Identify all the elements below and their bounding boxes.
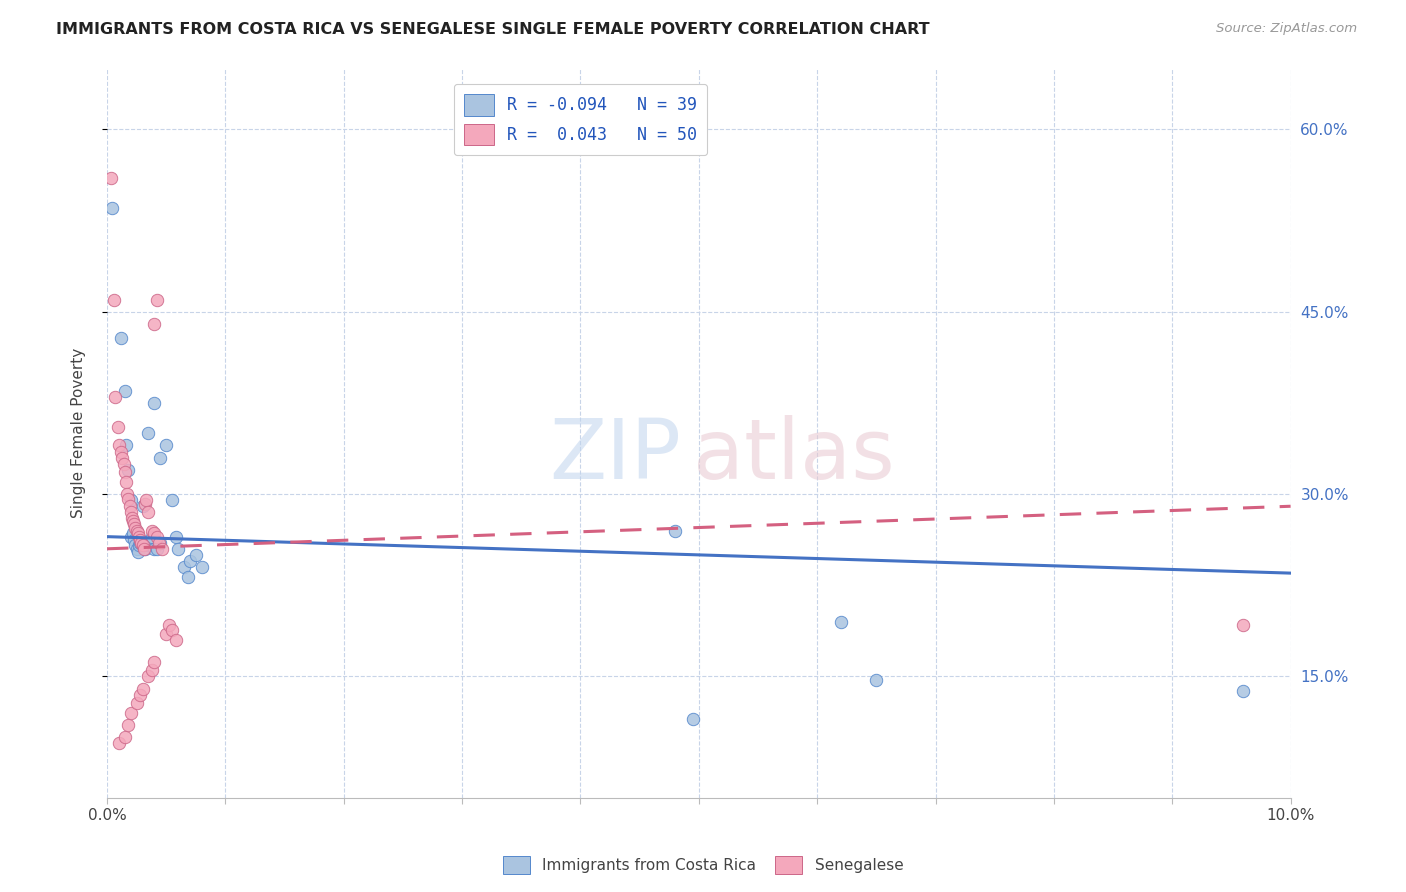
- Point: [117, 718, 139, 732]
- Point: [112, 457, 135, 471]
- Point: [108, 736, 131, 750]
- Point: [143, 541, 166, 556]
- Point: [124, 517, 146, 532]
- Point: [129, 535, 152, 549]
- Point: [143, 526, 166, 541]
- Point: [131, 500, 153, 514]
- Point: [165, 530, 187, 544]
- Point: [114, 731, 136, 745]
- Point: [160, 624, 183, 638]
- Point: [115, 438, 138, 452]
- Point: [146, 541, 169, 556]
- Point: [160, 493, 183, 508]
- Point: [127, 526, 149, 541]
- Point: [149, 450, 172, 465]
- Point: [157, 618, 180, 632]
- Point: [148, 535, 170, 549]
- Point: [129, 688, 152, 702]
- Point: [118, 500, 141, 514]
- Point: [125, 696, 148, 710]
- Point: [682, 712, 704, 726]
- Point: [128, 530, 150, 544]
- Point: [107, 420, 129, 434]
- Point: [865, 673, 887, 687]
- Point: [121, 511, 143, 525]
- Point: [131, 538, 153, 552]
- Text: atlas: atlas: [693, 415, 894, 496]
- Point: [167, 541, 190, 556]
- Point: [146, 293, 169, 307]
- Point: [120, 706, 142, 720]
- Point: [131, 538, 153, 552]
- Point: [103, 293, 125, 307]
- Point: [117, 491, 139, 506]
- Point: [138, 669, 160, 683]
- Text: Source: ZipAtlas.com: Source: ZipAtlas.com: [1216, 22, 1357, 36]
- Point: [190, 560, 212, 574]
- Point: [184, 548, 207, 562]
- Point: [143, 317, 166, 331]
- Point: [143, 655, 166, 669]
- Point: [134, 497, 156, 511]
- Point: [128, 538, 150, 552]
- Legend: R = -0.094   N = 39, R =  0.043   N = 50: R = -0.094 N = 39, R = 0.043 N = 50: [454, 84, 707, 155]
- Point: [101, 202, 124, 216]
- Point: [114, 465, 136, 479]
- Point: [100, 170, 122, 185]
- Point: [146, 530, 169, 544]
- Point: [117, 463, 139, 477]
- Point: [173, 560, 195, 574]
- Point: [122, 514, 145, 528]
- Text: ZIP: ZIP: [550, 415, 681, 496]
- Point: [1232, 618, 1254, 632]
- Point: [165, 632, 187, 647]
- Point: [111, 450, 134, 465]
- Point: [110, 331, 132, 345]
- Point: [131, 681, 153, 696]
- Point: [179, 554, 201, 568]
- Point: [141, 524, 163, 538]
- Point: [830, 615, 852, 629]
- Y-axis label: Single Female Poverty: Single Female Poverty: [72, 348, 86, 518]
- Point: [134, 541, 156, 556]
- Point: [176, 570, 198, 584]
- Point: [122, 526, 145, 541]
- Point: [104, 390, 127, 404]
- Point: [129, 533, 152, 548]
- Point: [124, 521, 146, 535]
- Point: [108, 438, 131, 452]
- Text: IMMIGRANTS FROM COSTA RICA VS SENEGALESE SINGLE FEMALE POVERTY CORRELATION CHART: IMMIGRANTS FROM COSTA RICA VS SENEGALESE…: [56, 22, 929, 37]
- Point: [114, 384, 136, 398]
- Point: [110, 444, 132, 458]
- Point: [115, 475, 138, 489]
- Point: [143, 396, 166, 410]
- Point: [125, 541, 148, 556]
- Point: [138, 505, 160, 519]
- Point: [155, 438, 177, 452]
- Point: [120, 530, 142, 544]
- Point: [150, 541, 173, 556]
- Point: [138, 538, 160, 552]
- Point: [124, 538, 146, 552]
- Legend: Immigrants from Costa Rica, Senegalese: Immigrants from Costa Rica, Senegalese: [496, 850, 910, 880]
- Point: [124, 533, 146, 548]
- Point: [155, 627, 177, 641]
- Point: [149, 535, 172, 549]
- Point: [132, 541, 155, 556]
- Point: [127, 545, 149, 559]
- Point: [138, 426, 160, 441]
- Point: [120, 493, 142, 508]
- Point: [115, 487, 138, 501]
- Point: [1232, 684, 1254, 698]
- Point: [141, 530, 163, 544]
- Point: [664, 524, 686, 538]
- Point: [120, 505, 142, 519]
- Point: [125, 524, 148, 538]
- Point: [131, 535, 153, 549]
- Point: [135, 493, 157, 508]
- Point: [141, 664, 163, 678]
